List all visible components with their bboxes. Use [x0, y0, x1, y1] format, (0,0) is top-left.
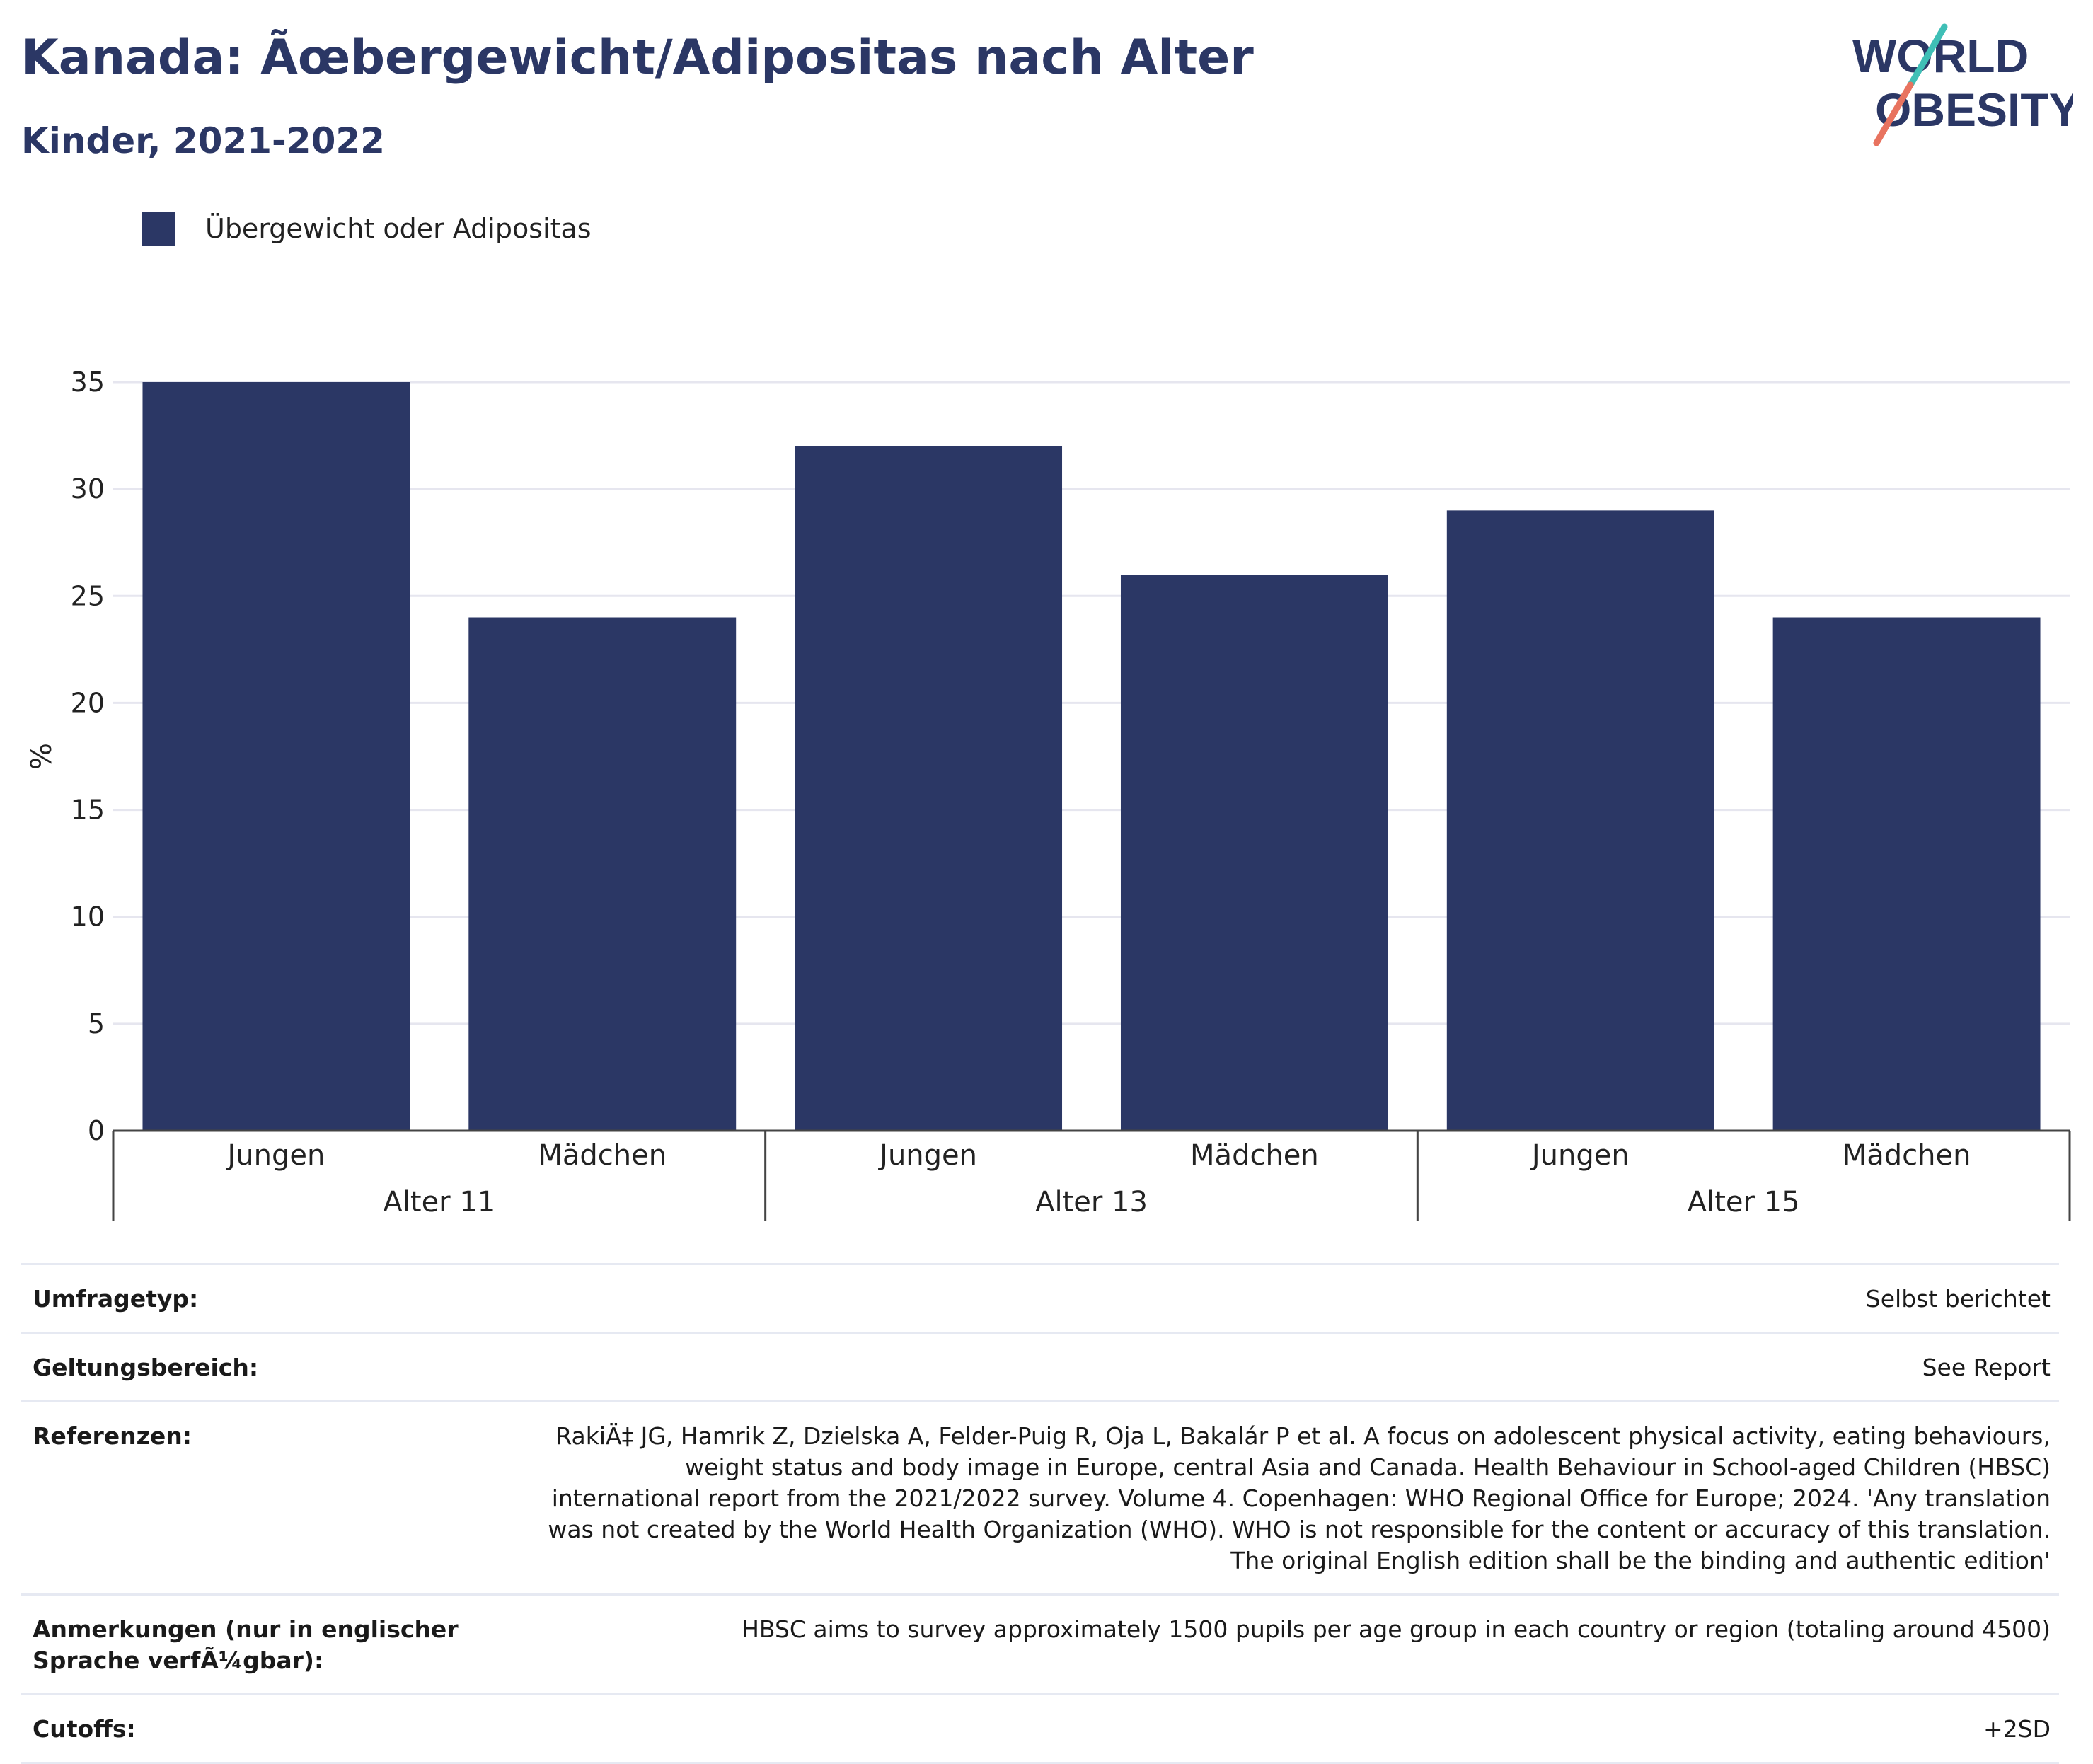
- legend-label: Übergewicht oder Adipositas: [205, 213, 592, 244]
- x-tick-label: Jungen: [225, 1139, 325, 1172]
- y-tick-label: 20: [71, 687, 105, 718]
- legend-swatch: [142, 212, 175, 246]
- y-tick-label: 30: [71, 473, 105, 505]
- y-tick-label: 15: [71, 795, 105, 826]
- chart-legend[interactable]: Übergewicht oder Adipositas: [142, 211, 592, 246]
- meta-row-notes: Anmerkungen (nur in englischer Sprache v…: [21, 1593, 2059, 1693]
- group-label: Alter 13: [1035, 1186, 1148, 1218]
- y-tick-label: 0: [88, 1115, 105, 1146]
- chart-title: Kanada: Ãœbergewicht/Adipositas nach Alt…: [21, 30, 1254, 86]
- bar: [1446, 510, 1714, 1131]
- x-tick-label: Jungen: [877, 1139, 977, 1172]
- y-tick-label: 35: [71, 367, 105, 398]
- meta-value: +2SD: [1983, 1715, 2051, 1743]
- meta-row-cutoffs: Cutoffs: +2SD: [21, 1693, 2059, 1764]
- bar: [1120, 575, 1388, 1131]
- meta-value: See Report: [1922, 1354, 2051, 1381]
- meta-key: Geltungsbereich:: [33, 1354, 259, 1381]
- meta-key: Cutoffs:: [33, 1715, 136, 1743]
- x-tick-label: Mädchen: [1843, 1139, 1971, 1172]
- x-tick-label: Jungen: [1530, 1139, 1630, 1172]
- y-tick-label: 10: [71, 901, 105, 933]
- logo-slash-coral: [1873, 81, 1914, 146]
- bar: [795, 446, 1063, 1131]
- y-tick-label: 25: [71, 580, 105, 611]
- metadata-table: Umfragetyp: Selbst berichtet Geltungsber…: [21, 1263, 2059, 1764]
- chart-subtitle: Kinder, 2021-2022: [21, 120, 385, 161]
- meta-key: Anmerkungen (nur in englischer Sprache v…: [33, 1615, 459, 1674]
- meta-row-survey-type: Umfragetyp: Selbst berichtet: [21, 1263, 2059, 1332]
- x-tick-label: Mädchen: [538, 1139, 667, 1172]
- group-label: Alter 15: [1688, 1186, 1800, 1218]
- bar: [142, 382, 410, 1131]
- logo-slash-teal: [1907, 23, 1948, 88]
- bar: [1772, 617, 2041, 1131]
- y-tick-label: 5: [88, 1008, 105, 1039]
- x-tick-label: Mädchen: [1190, 1139, 1319, 1172]
- meta-value: HBSC aims to survey approximately 1500 p…: [742, 1615, 2051, 1643]
- world-obesity-logo: WORLD OBESITY: [1852, 23, 2073, 146]
- meta-key: Umfragetyp:: [33, 1285, 199, 1313]
- meta-key: Referenzen:: [33, 1422, 192, 1450]
- y-axis-label: %: [25, 743, 58, 770]
- meta-row-coverage: Geltungsbereich: See Report: [21, 1332, 2059, 1400]
- meta-value: Selbst berichtet: [1865, 1285, 2051, 1313]
- group-label: Alter 11: [383, 1186, 495, 1218]
- bar: [468, 617, 737, 1131]
- bar-chart: 0 5 10 15 20 25 30 35% Jungen Mädchen Jungen Mädche…: [25, 367, 2071, 1221]
- meta-value: RakiÄ‡ JG, Hamrik Z, Dzielska A, Felder-…: [548, 1422, 2051, 1574]
- meta-row-references: Referenzen: RakiÄ‡ JG, Hamrik Z, Dzielsk…: [21, 1400, 2059, 1593]
